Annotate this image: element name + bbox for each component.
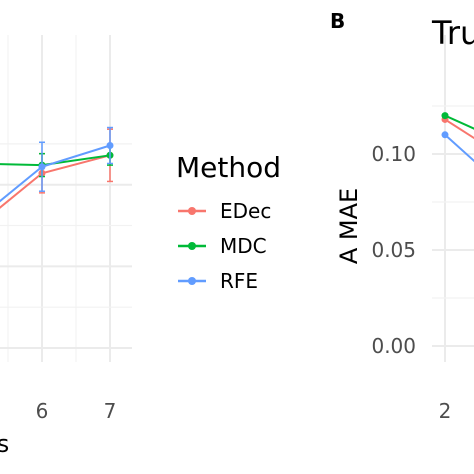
- axes-text: 6 7 es 0.00 0.05 0.10 2 A MAE B Tru: [0, 9, 474, 458]
- x-tick-label: 2: [439, 399, 452, 423]
- series-line-mdc: [444, 114, 474, 130]
- legend-title: Method: [176, 151, 281, 184]
- legend-label: EDec: [220, 199, 271, 223]
- legend: Method EDec MDC RFE: [176, 151, 281, 293]
- x-axis-title: es: [0, 430, 9, 458]
- y-axis-title: A MAE: [335, 188, 363, 264]
- panel-label: B: [330, 9, 345, 33]
- series-line-edec: [0, 154, 111, 209]
- data-point: [38, 163, 46, 171]
- legend-key-point: [188, 207, 196, 215]
- left-panel: [0, 35, 132, 362]
- legend-label: RFE: [220, 269, 258, 293]
- series-line-edec: [444, 118, 474, 140]
- panel-title: Tru: [431, 14, 474, 52]
- right-panel: [432, 35, 474, 362]
- x-tick-label: 7: [104, 399, 117, 423]
- data-point: [106, 142, 114, 150]
- legend-label: MDC: [220, 234, 267, 258]
- y-tick-label: 0.10: [371, 142, 416, 166]
- x-tick-label: 6: [36, 399, 49, 423]
- data-point: [441, 131, 449, 139]
- y-tick-label: 0.05: [371, 238, 416, 262]
- y-tick-label: 0.00: [371, 334, 416, 358]
- series-line-rfe: [444, 134, 474, 163]
- legend-key-point: [188, 242, 196, 250]
- legend-key-point: [188, 277, 196, 285]
- data-point: [441, 112, 449, 120]
